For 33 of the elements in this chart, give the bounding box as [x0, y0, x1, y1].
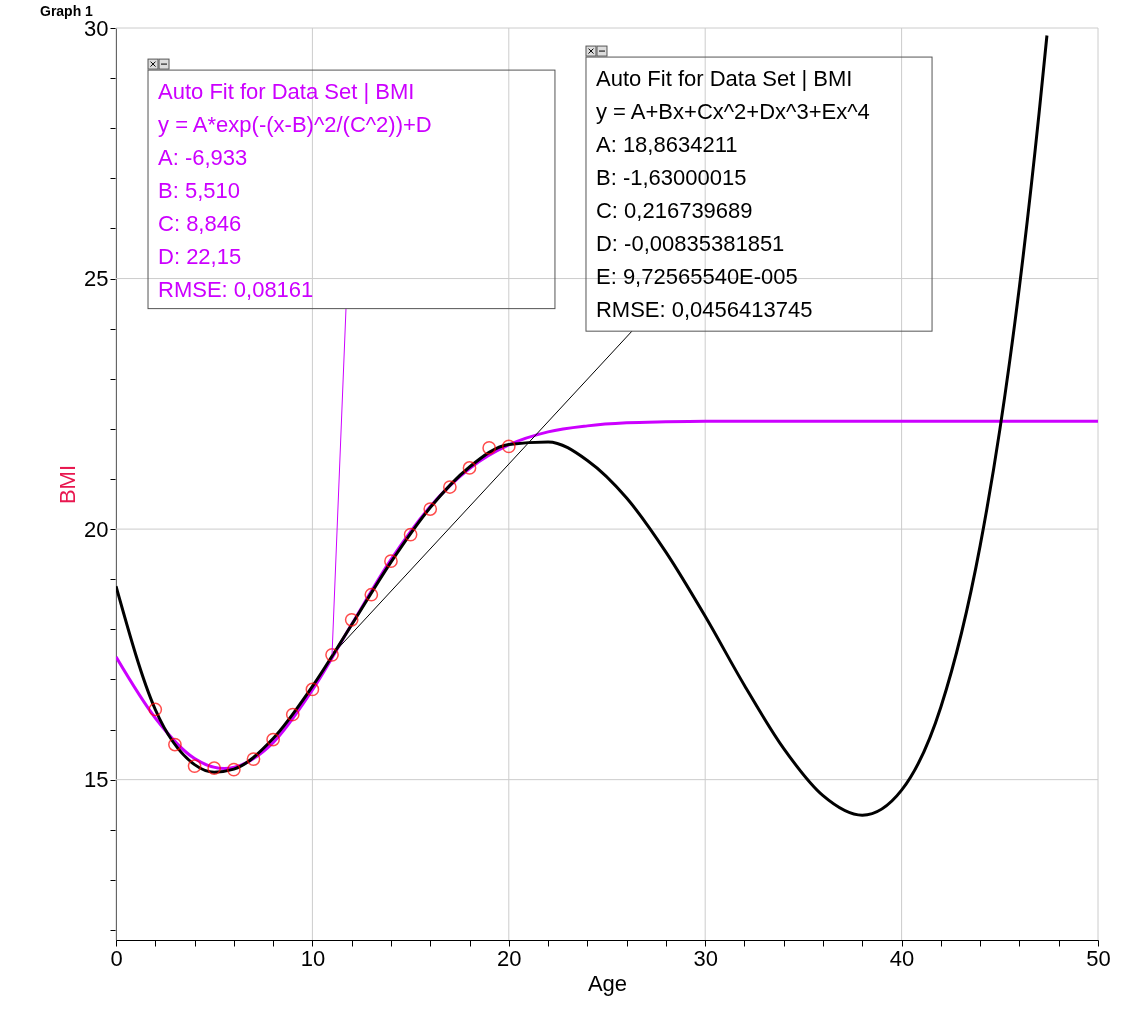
- x-tick-label: 50: [1086, 945, 1111, 971]
- point: [246, 752, 261, 766]
- point: [305, 682, 320, 697]
- y-tick-label: 15: [84, 767, 109, 793]
- point: [187, 759, 202, 773]
- point: [501, 439, 516, 454]
- line-series: [116, 34, 1049, 817]
- point: [443, 480, 457, 494]
- point: [423, 502, 438, 516]
- point: [285, 707, 300, 722]
- x-tick-label: 20: [497, 945, 522, 971]
- point: [403, 527, 418, 542]
- point: [266, 732, 280, 747]
- point: [226, 762, 241, 777]
- annotation: Auto Fit for Data Set | BMI y = A+Bx+Cx^2+Dx^3+Ex^4 A: 18,8634211 B: -1,63000015 C: 0,216739689 D: -0,00835381851 E: 9,72565540E-005 RMSE: 0,0456413745: [595, 66, 870, 323]
- annotation: Auto Fit for Data Set | BMI y = A*exp(-(x-B)^2/(C^2))+D A: -6,933 B: 5,510 C: 8,846 D: 22,15 RMSE: 0,08161: [158, 79, 432, 303]
- point: [482, 441, 497, 455]
- point: [344, 612, 359, 627]
- point: [148, 702, 163, 717]
- point: [462, 461, 477, 475]
- x-tick-label: 10: [300, 945, 326, 971]
- point: [207, 761, 222, 775]
- point: [384, 554, 398, 569]
- x-axis-title: Age: [587, 970, 628, 996]
- point: [325, 648, 339, 662]
- x-tick-label: 0: [110, 945, 123, 971]
- x-tick-label: 30: [693, 945, 718, 971]
- y-tick-label: 20: [84, 516, 109, 542]
- x-tick-label: 40: [889, 945, 915, 971]
- point: [364, 587, 379, 602]
- y-axis-title: BMI: [55, 464, 81, 505]
- y-tick-label: 25: [84, 266, 109, 292]
- point: [168, 737, 182, 752]
